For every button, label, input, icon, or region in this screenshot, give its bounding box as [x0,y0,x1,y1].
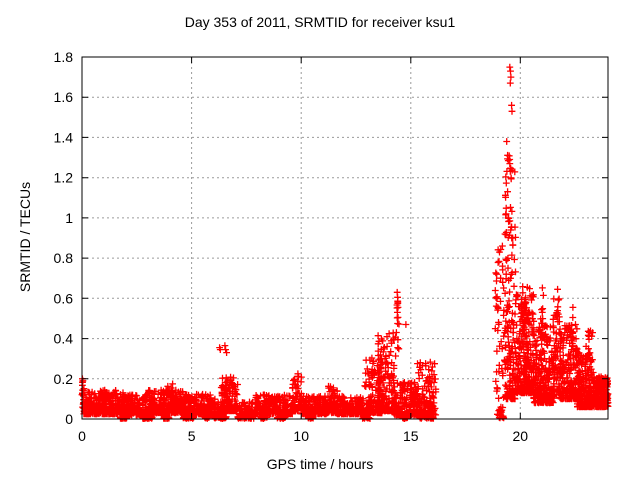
chart-title: Day 353 of 2011, SRMTID for receiver ksu… [184,14,456,30]
y-tick-label: 0.6 [54,290,74,306]
y-tick-label: 1.2 [54,170,74,186]
y-tick-label: 1.4 [54,129,74,145]
y-tick-label: 0 [65,411,73,427]
x-tick-label: 15 [403,428,419,444]
x-tick-label: 20 [513,428,529,444]
y-tick-label: 1.6 [54,89,74,105]
y-tick-label: 0.8 [54,250,74,266]
y-tick-label: 1.8 [54,49,74,65]
y-tick-label: 0.4 [54,331,74,347]
scatter-points [78,63,612,422]
x-tick-label: 0 [78,428,86,444]
x-tick-label: 10 [293,428,309,444]
x-tick-label: 5 [188,428,196,444]
y-tick-label: 0.2 [54,371,74,387]
y-tick-label: 1 [65,210,73,226]
plot-border [81,56,609,420]
x-axis-label: GPS time / hours [266,456,374,472]
